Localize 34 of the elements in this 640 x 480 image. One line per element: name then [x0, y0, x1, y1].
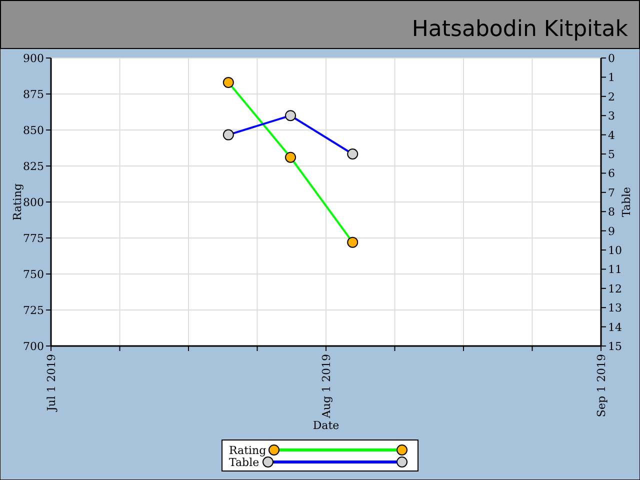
y2-tick-label: 11: [608, 263, 622, 276]
y2-tick-label: 2: [608, 90, 615, 104]
x-tick-label: Jul 1 2019: [45, 354, 58, 412]
y-tick-label: 800: [23, 196, 44, 209]
y-tick-label: 775: [23, 232, 44, 245]
y-tick-label: 900: [23, 52, 44, 65]
y2-tick-label: 4: [608, 128, 615, 142]
y-tick-label: 750: [23, 268, 44, 281]
legend-label: Rating: [229, 444, 266, 457]
legend-label: Table: [229, 456, 260, 469]
y-tick-label: 825: [23, 160, 44, 173]
y-tick-label: 850: [23, 124, 44, 137]
y-tick-label: 875: [23, 88, 44, 101]
x-tick-label: Aug 1 2019: [320, 354, 333, 420]
y2-tick-label: 12: [608, 282, 622, 296]
y2-tick-label: 15: [608, 340, 622, 353]
y-tick-label: 700: [23, 340, 44, 353]
y2-tick-label: 13: [608, 302, 622, 315]
y2-tick-label: 7: [608, 186, 615, 200]
x-tick-label: Sep 1 2019: [595, 354, 608, 418]
y2-tick-label: 0: [608, 52, 615, 65]
x-axis-title: Date: [312, 419, 340, 432]
y2-tick-label: 1: [608, 71, 615, 84]
y2-tick-label: 14: [608, 320, 622, 334]
y-axis-title: Rating: [11, 183, 24, 221]
y2-tick-label: 8: [608, 206, 615, 219]
y2-tick-label: 3: [608, 110, 615, 123]
y2-axis-title: Table: [620, 186, 633, 218]
y2-tick-label: 10: [608, 244, 622, 257]
y-tick-label: 725: [23, 304, 44, 317]
y2-tick-label: 9: [608, 224, 615, 238]
chart-title: Hatsabodin Kitpitak: [412, 17, 628, 42]
y2-tick-label: 5: [608, 148, 615, 161]
y2-tick-label: 6: [608, 167, 615, 180]
